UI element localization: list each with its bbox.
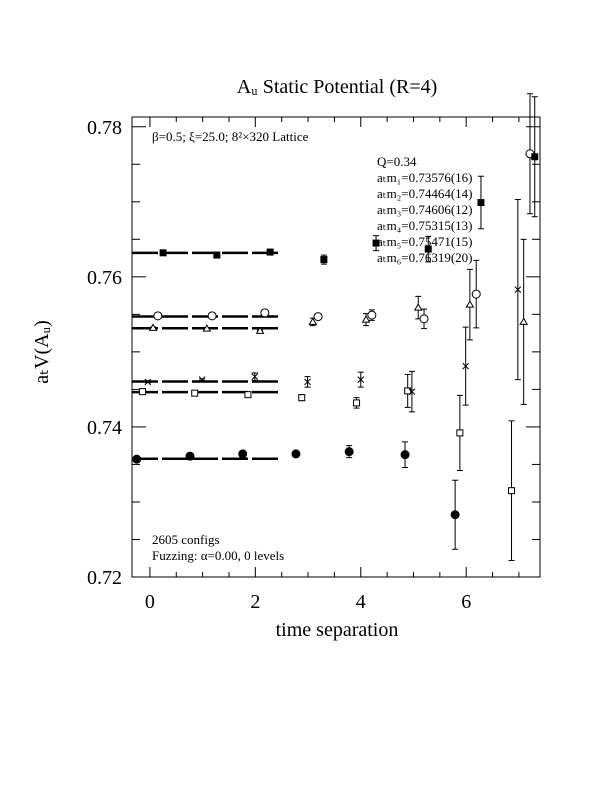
- point: [450, 510, 460, 520]
- legend-entry: aₜm₂=0.74464(14): [377, 186, 473, 201]
- legend-entry: aₜm₁=0.73576(16): [377, 170, 473, 185]
- lattice-note: β=0.5; ξ=25.0; 8²×320 Lattice: [152, 129, 309, 144]
- point: [514, 286, 522, 293]
- legend-entry: aₜm₃=0.74606(12): [377, 202, 473, 217]
- point: [298, 394, 306, 402]
- x-tick-label: 0: [145, 591, 155, 613]
- point: [266, 248, 274, 256]
- point: [400, 450, 410, 460]
- point: [313, 312, 323, 322]
- point: [531, 153, 539, 161]
- point: [413, 303, 423, 311]
- point: [144, 378, 152, 386]
- point: [304, 378, 311, 386]
- x-tick-label: 2: [250, 591, 260, 613]
- y-tick-label: 0.72: [87, 567, 122, 589]
- point: [456, 429, 464, 437]
- point: [308, 317, 318, 325]
- y-tick-label: 0.76: [87, 267, 122, 289]
- configs-note: 2605 configs: [152, 532, 220, 547]
- point: [372, 239, 380, 247]
- chart-title: Aᵤ Static Potential (R=4): [237, 76, 438, 98]
- fuzzing-note: Fuzzing: α=0.00, 0 levels: [152, 548, 284, 563]
- point: [148, 323, 158, 331]
- point: [519, 317, 529, 325]
- point: [139, 388, 147, 396]
- x-tick-label: 4: [356, 591, 366, 613]
- point: [202, 324, 212, 332]
- point: [320, 256, 328, 264]
- x-axis-label: time separation: [276, 619, 399, 641]
- point: [213, 251, 221, 259]
- point: [255, 326, 265, 334]
- legend-entry: aₜm₆=0.76319(20): [377, 250, 473, 265]
- point: [251, 373, 259, 380]
- point: [477, 199, 485, 207]
- point: [159, 249, 167, 257]
- legend-entry: aₜm₅=0.75471(15): [377, 234, 473, 249]
- point: [408, 388, 416, 396]
- legend-entry: aₜm₄=0.75315(13): [377, 218, 473, 233]
- point: [185, 451, 195, 461]
- point: [471, 289, 481, 299]
- y-tick-label: 0.78: [87, 117, 122, 139]
- y-axis-label: aₜV(Aᵤ): [31, 320, 53, 384]
- point: [207, 311, 217, 321]
- q-note: Q=0.34: [377, 154, 417, 169]
- point: [132, 454, 142, 464]
- point: [465, 300, 475, 308]
- point: [462, 362, 470, 370]
- x-tick-label: 6: [461, 591, 471, 613]
- point: [419, 314, 429, 324]
- point: [244, 391, 252, 399]
- point: [404, 387, 412, 395]
- point: [344, 447, 354, 457]
- point: [353, 399, 361, 407]
- point: [424, 245, 432, 253]
- point: [198, 376, 206, 383]
- point: [191, 389, 199, 397]
- y-tick-label: 0.74: [87, 417, 122, 439]
- point: [153, 311, 163, 321]
- plot-frame: [131, 116, 541, 578]
- point: [238, 449, 248, 459]
- point: [260, 308, 270, 318]
- point: [291, 449, 301, 459]
- point: [357, 376, 365, 383]
- point: [361, 315, 371, 323]
- point: [367, 310, 377, 320]
- point: [508, 487, 516, 495]
